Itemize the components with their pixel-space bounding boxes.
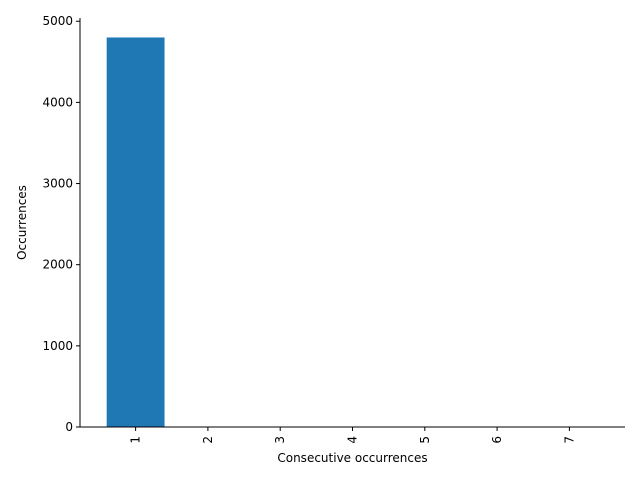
x-tick-label: 3	[273, 436, 287, 444]
x-tick-label: 2	[201, 436, 215, 444]
y-axis-label: Occurrences	[15, 185, 29, 260]
y-tick-label: 0	[65, 420, 73, 434]
y-tick-label: 2000	[42, 258, 73, 272]
x-ticks: 1 2 3 4 5 6 7	[129, 427, 576, 444]
y-tick-label: 5000	[42, 14, 73, 28]
y-ticks: 0 1000 2000 3000 4000 5000	[42, 14, 80, 434]
bars-group	[106, 37, 165, 427]
x-axis-label: Consecutive occurrences	[277, 451, 427, 465]
y-tick-label: 3000	[42, 177, 73, 191]
y-tick-label: 1000	[42, 339, 73, 353]
x-tick-label: 1	[129, 436, 143, 444]
x-tick-label: 6	[490, 436, 504, 444]
x-tick-label: 5	[418, 436, 432, 444]
bar-1	[106, 37, 165, 427]
y-tick-label: 4000	[42, 95, 73, 109]
x-tick-label: 4	[346, 436, 360, 444]
x-tick-label: 7	[562, 436, 576, 444]
